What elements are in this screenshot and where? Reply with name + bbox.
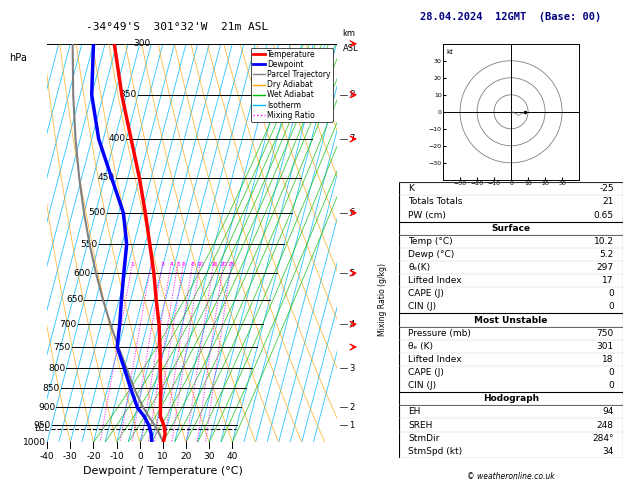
Text: CIN (J): CIN (J) <box>408 381 437 390</box>
Text: 20: 20 <box>181 452 192 461</box>
Text: kt: kt <box>447 49 454 55</box>
Text: Mixing Ratio (g/kg): Mixing Ratio (g/kg) <box>377 263 387 336</box>
Text: CAPE (J): CAPE (J) <box>408 368 444 377</box>
Text: Totals Totals: Totals Totals <box>408 197 463 207</box>
Text: 4: 4 <box>169 262 174 267</box>
Text: 300: 300 <box>133 39 150 48</box>
Text: 248: 248 <box>597 420 614 430</box>
Text: 0.65: 0.65 <box>594 210 614 220</box>
Text: 25: 25 <box>228 262 236 267</box>
Text: -20: -20 <box>86 452 101 461</box>
Text: 21: 21 <box>603 197 614 207</box>
Text: -34°49'S  301°32'W  21m ASL: -34°49'S 301°32'W 21m ASL <box>86 22 269 32</box>
Text: 0: 0 <box>608 381 614 390</box>
Text: 6: 6 <box>182 262 186 267</box>
Text: 0: 0 <box>137 452 143 461</box>
Text: 17: 17 <box>603 276 614 285</box>
Text: Surface: Surface <box>491 224 531 233</box>
Text: 16: 16 <box>210 262 218 267</box>
Text: 850: 850 <box>43 384 60 393</box>
Text: StmSpd (kt): StmSpd (kt) <box>408 447 462 456</box>
Text: 650: 650 <box>66 295 83 304</box>
Text: 94: 94 <box>603 407 614 417</box>
Text: 2: 2 <box>350 403 355 412</box>
Text: ASL: ASL <box>342 44 358 53</box>
Text: 34: 34 <box>603 447 614 456</box>
Text: 950: 950 <box>33 421 50 430</box>
Text: 5: 5 <box>350 269 355 278</box>
Text: 301: 301 <box>596 342 614 351</box>
Text: 450: 450 <box>98 174 115 182</box>
Text: 0: 0 <box>608 302 614 312</box>
Text: 350: 350 <box>120 90 137 99</box>
Text: Hodograph: Hodograph <box>483 394 539 403</box>
Text: LCL: LCL <box>35 424 50 433</box>
Text: 1000: 1000 <box>23 438 46 447</box>
Text: 10.2: 10.2 <box>594 237 614 246</box>
Text: Pressure (mb): Pressure (mb) <box>408 329 471 338</box>
Text: 1: 1 <box>131 262 135 267</box>
Text: 500: 500 <box>89 208 106 217</box>
Text: 30: 30 <box>203 452 215 461</box>
Text: 750: 750 <box>53 343 71 351</box>
Text: 284°: 284° <box>593 434 614 443</box>
Text: -30: -30 <box>63 452 78 461</box>
Text: 4: 4 <box>350 320 355 329</box>
Text: PW (cm): PW (cm) <box>408 210 446 220</box>
Text: EH: EH <box>408 407 421 417</box>
Text: 700: 700 <box>60 320 77 329</box>
Text: θₑ(K): θₑ(K) <box>408 263 430 272</box>
Text: 8: 8 <box>350 90 355 99</box>
Text: 10: 10 <box>157 452 169 461</box>
Text: 3: 3 <box>161 262 165 267</box>
Text: 3: 3 <box>350 364 355 373</box>
Text: 600: 600 <box>73 269 90 278</box>
Text: 5.2: 5.2 <box>599 250 614 259</box>
Text: 550: 550 <box>81 240 97 249</box>
Text: 6: 6 <box>350 208 355 217</box>
Text: Most Unstable: Most Unstable <box>474 315 548 325</box>
Text: CAPE (J): CAPE (J) <box>408 289 444 298</box>
Text: 900: 900 <box>38 403 55 412</box>
Text: 2: 2 <box>149 262 153 267</box>
Text: Lifted Index: Lifted Index <box>408 355 462 364</box>
Text: Dewpoint / Temperature (°C): Dewpoint / Temperature (°C) <box>83 466 243 476</box>
Text: 750: 750 <box>596 329 614 338</box>
Text: θₑ (K): θₑ (K) <box>408 342 433 351</box>
Text: 0: 0 <box>608 289 614 298</box>
Text: CIN (J): CIN (J) <box>408 302 437 312</box>
Text: 5: 5 <box>176 262 180 267</box>
Text: StmDir: StmDir <box>408 434 440 443</box>
Text: Dewp (°C): Dewp (°C) <box>408 250 455 259</box>
Text: K: K <box>408 184 415 193</box>
Text: 8: 8 <box>191 262 195 267</box>
Text: 297: 297 <box>597 263 614 272</box>
Text: -25: -25 <box>599 184 614 193</box>
Text: 7: 7 <box>350 135 355 143</box>
Text: 10: 10 <box>196 262 204 267</box>
Text: 800: 800 <box>48 364 65 373</box>
Text: 18: 18 <box>603 355 614 364</box>
Text: Temp (°C): Temp (°C) <box>408 237 453 246</box>
Text: hPa: hPa <box>9 53 27 64</box>
Text: Lifted Index: Lifted Index <box>408 276 462 285</box>
Text: 0: 0 <box>608 368 614 377</box>
Text: 40: 40 <box>226 452 238 461</box>
Text: 28.04.2024  12GMT  (Base: 00): 28.04.2024 12GMT (Base: 00) <box>420 12 602 22</box>
Text: -40: -40 <box>40 452 55 461</box>
Text: 400: 400 <box>108 135 125 143</box>
Text: -10: -10 <box>109 452 124 461</box>
Legend: Temperature, Dewpoint, Parcel Trajectory, Dry Adiabat, Wet Adiabat, Isotherm, Mi: Temperature, Dewpoint, Parcel Trajectory… <box>251 48 333 122</box>
Text: SREH: SREH <box>408 420 433 430</box>
Text: km: km <box>342 29 355 38</box>
Text: 20: 20 <box>220 262 228 267</box>
Text: 1: 1 <box>350 421 355 430</box>
Text: © weatheronline.co.uk: © weatheronline.co.uk <box>467 472 555 481</box>
